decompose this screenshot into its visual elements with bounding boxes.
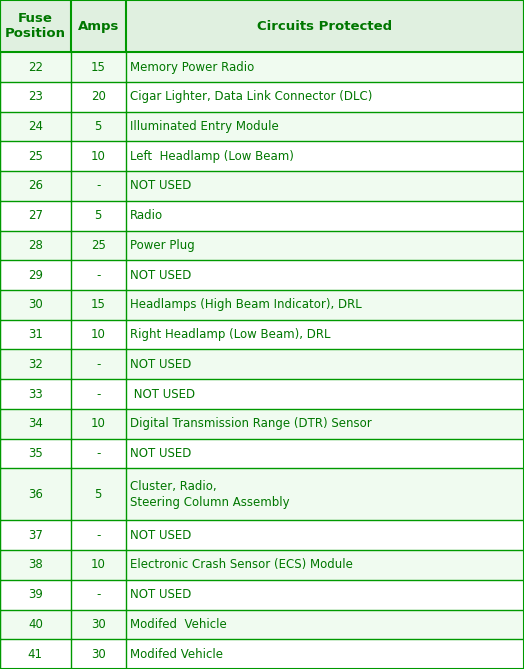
Text: Modifed Vehicle: Modifed Vehicle <box>130 648 223 660</box>
Text: Memory Power Radio: Memory Power Radio <box>130 61 254 74</box>
Text: 30: 30 <box>91 648 106 660</box>
Bar <box>0 379 524 409</box>
Text: 5: 5 <box>94 488 102 501</box>
Text: -: - <box>96 179 101 193</box>
Text: 37: 37 <box>28 529 43 542</box>
Text: NOT USED: NOT USED <box>130 588 191 601</box>
Text: Electronic Crash Sensor (ECS) Module: Electronic Crash Sensor (ECS) Module <box>130 559 353 571</box>
Text: 30: 30 <box>28 298 43 311</box>
Bar <box>0 609 524 640</box>
Text: 34: 34 <box>28 417 43 430</box>
Bar <box>0 320 524 349</box>
Text: 39: 39 <box>28 588 43 601</box>
Text: 10: 10 <box>91 417 106 430</box>
Text: -: - <box>96 387 101 401</box>
Text: 41: 41 <box>28 648 43 660</box>
Text: Headlamps (High Beam Indicator), DRL: Headlamps (High Beam Indicator), DRL <box>130 298 362 311</box>
Text: 27: 27 <box>28 209 43 222</box>
Text: 22: 22 <box>28 61 43 74</box>
Text: -: - <box>96 358 101 371</box>
Text: 32: 32 <box>28 358 43 371</box>
Text: 24: 24 <box>28 120 43 133</box>
Text: NOT USED: NOT USED <box>130 447 191 460</box>
Text: Amps: Amps <box>78 19 119 33</box>
Text: 5: 5 <box>94 209 102 222</box>
Bar <box>0 141 524 171</box>
Text: NOT USED: NOT USED <box>130 529 191 542</box>
Text: NOT USED: NOT USED <box>130 179 191 193</box>
Text: Left  Headlamp (Low Beam): Left Headlamp (Low Beam) <box>130 150 294 163</box>
Bar <box>0 0 524 52</box>
Bar <box>0 82 524 112</box>
Text: Fuse
Position: Fuse Position <box>5 12 66 40</box>
Text: 33: 33 <box>28 387 43 401</box>
Bar <box>0 349 524 379</box>
Text: NOT USED: NOT USED <box>130 358 191 371</box>
Text: 36: 36 <box>28 488 43 501</box>
Text: 31: 31 <box>28 328 43 341</box>
Bar <box>0 231 524 260</box>
Bar <box>0 260 524 290</box>
Bar <box>0 112 524 141</box>
Text: 30: 30 <box>91 618 106 631</box>
Text: 28: 28 <box>28 239 43 252</box>
Text: -: - <box>96 588 101 601</box>
Bar <box>0 550 524 580</box>
Text: 38: 38 <box>28 559 43 571</box>
Text: 20: 20 <box>91 90 106 103</box>
Text: 10: 10 <box>91 559 106 571</box>
Bar <box>0 171 524 201</box>
Text: 29: 29 <box>28 269 43 282</box>
Text: 15: 15 <box>91 298 106 311</box>
Text: 10: 10 <box>91 328 106 341</box>
Bar <box>0 640 524 669</box>
Text: Radio: Radio <box>130 209 163 222</box>
Text: Cigar Lighter, Data Link Connector (DLC): Cigar Lighter, Data Link Connector (DLC) <box>130 90 373 103</box>
Text: 40: 40 <box>28 618 43 631</box>
Bar <box>0 52 524 82</box>
Text: Digital Transmission Range (DTR) Sensor: Digital Transmission Range (DTR) Sensor <box>130 417 372 430</box>
Text: Illuminated Entry Module: Illuminated Entry Module <box>130 120 279 133</box>
Text: Circuits Protected: Circuits Protected <box>257 19 392 33</box>
Text: NOT USED: NOT USED <box>130 387 195 401</box>
Text: 5: 5 <box>94 120 102 133</box>
Text: 35: 35 <box>28 447 43 460</box>
Text: Right Headlamp (Low Beam), DRL: Right Headlamp (Low Beam), DRL <box>130 328 331 341</box>
Bar <box>0 290 524 320</box>
Bar <box>0 520 524 550</box>
Bar <box>0 439 524 468</box>
Text: 25: 25 <box>28 150 43 163</box>
Bar <box>0 409 524 439</box>
Text: -: - <box>96 529 101 542</box>
Text: Power Plug: Power Plug <box>130 239 195 252</box>
Text: -: - <box>96 447 101 460</box>
Text: 26: 26 <box>28 179 43 193</box>
Bar <box>0 580 524 609</box>
Text: 23: 23 <box>28 90 43 103</box>
Bar <box>0 201 524 231</box>
Bar <box>0 468 524 520</box>
Text: Cluster, Radio,
Steering Column Assembly: Cluster, Radio, Steering Column Assembly <box>130 480 290 509</box>
Text: 15: 15 <box>91 61 106 74</box>
Text: Modifed  Vehicle: Modifed Vehicle <box>130 618 227 631</box>
Text: 10: 10 <box>91 150 106 163</box>
Text: -: - <box>96 269 101 282</box>
Text: 25: 25 <box>91 239 106 252</box>
Text: NOT USED: NOT USED <box>130 269 191 282</box>
